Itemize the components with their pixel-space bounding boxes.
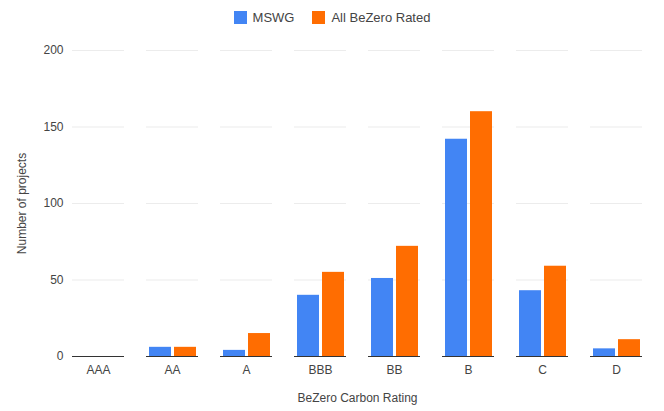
svg-text:200: 200 [43, 43, 63, 57]
svg-text:AAA: AAA [86, 363, 110, 377]
svg-text:Number of projects: Number of projects [15, 153, 29, 254]
svg-text:50: 50 [50, 273, 64, 287]
svg-text:150: 150 [43, 120, 63, 134]
html-text:MSWG: MSWG [252, 10, 295, 25]
svg-text:100: 100 [43, 196, 63, 210]
svg-text:C: C [538, 363, 547, 377]
html-text:All BeZero Rated: All BeZero Rated [331, 10, 431, 25]
svg-text:D: D [612, 363, 621, 377]
svg-text:BBB: BBB [308, 363, 332, 377]
svg-text:B: B [464, 363, 472, 377]
svg-text:AA: AA [164, 363, 180, 377]
svg-text:BeZero Carbon Rating: BeZero Carbon Rating [297, 391, 417, 405]
svg-text:BB: BB [386, 363, 402, 377]
svg-text:0: 0 [57, 349, 64, 363]
svg-text:A: A [242, 363, 250, 377]
